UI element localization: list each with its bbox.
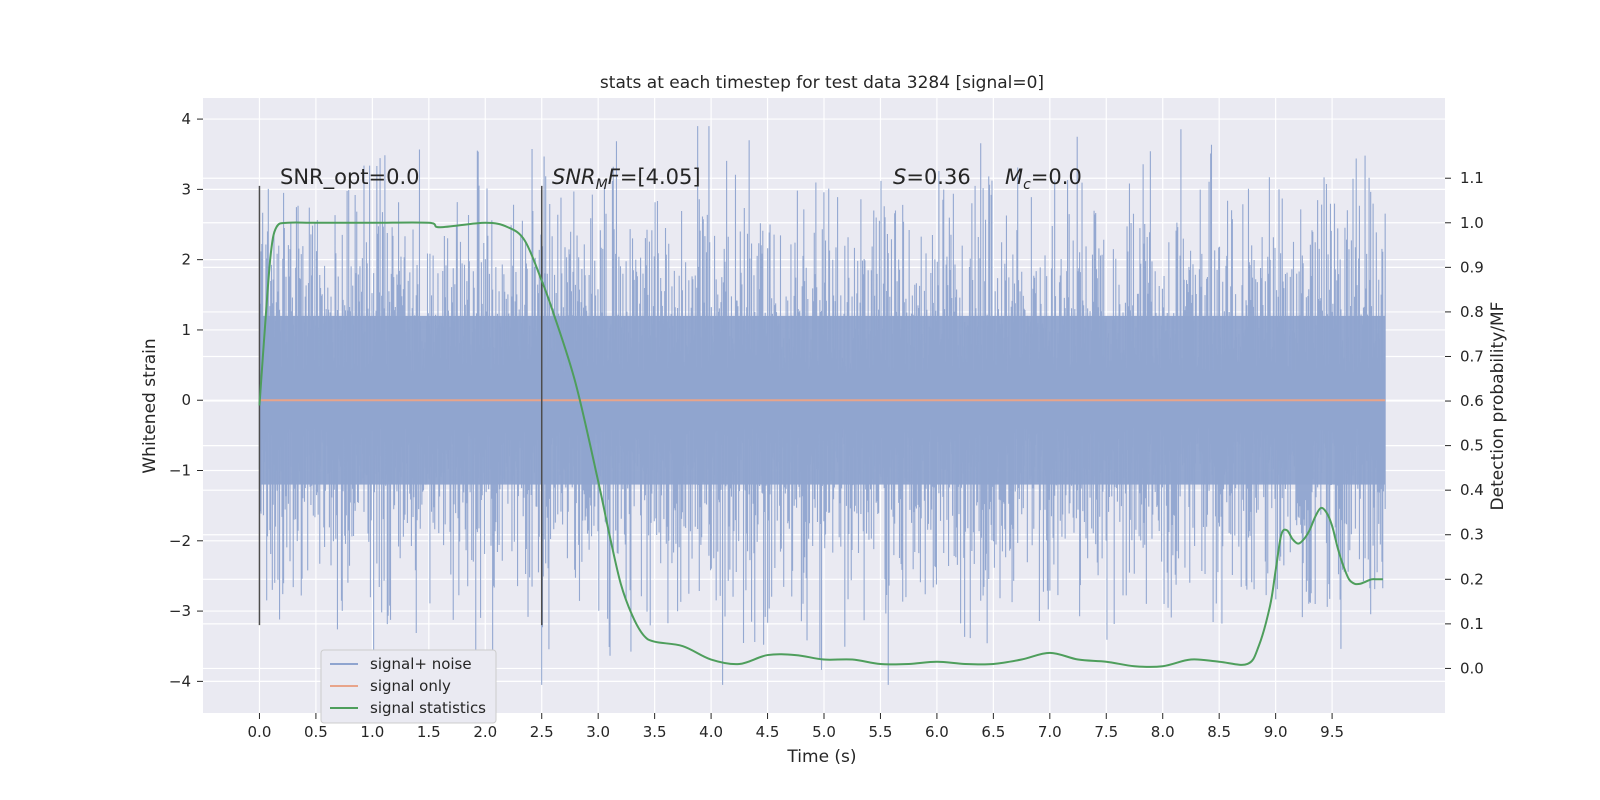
y-tick-label: −1 <box>169 462 191 480</box>
y-axis-ticks: −4 −3 −2 −1 0 1 2 3 4 <box>169 110 203 690</box>
legend-label-signal-only: signal only <box>370 677 451 695</box>
y-tick-label: 2 <box>181 251 191 269</box>
y2-tick-label: 0.3 <box>1460 526 1484 544</box>
y2-tick-label: 0.7 <box>1460 347 1484 365</box>
x-tick-label: 7.0 <box>1038 723 1062 741</box>
y2-tick-label: 0.9 <box>1460 258 1484 276</box>
y-tick-label: 1 <box>181 321 191 339</box>
y2-tick-label: 0.1 <box>1460 615 1484 633</box>
y-axis-label: Whitened strain <box>140 338 160 473</box>
y2-tick-label: 0.4 <box>1460 481 1484 499</box>
x-tick-label: 4.5 <box>756 723 780 741</box>
annotations: SNR_opt=0.0 SNRMF=[4.05] S=0.36 Mc=0.0 <box>280 165 1082 193</box>
y-tick-label: 3 <box>181 180 191 198</box>
x-tick-label: 8.0 <box>1151 723 1175 741</box>
x-tick-label: 3.0 <box>586 723 610 741</box>
signal-statistics-series <box>258 221 1383 668</box>
y-tick-label: 4 <box>181 110 191 128</box>
x-axis-ticks: 0.0 0.5 1.0 1.5 2.0 2.5 3.0 3.5 4.0 4.5 5.0 5.5 6.0 6… <box>248 713 1344 741</box>
legend-box <box>320 649 497 724</box>
y2-tick-label: 0.0 <box>1460 659 1484 677</box>
annotation-snr-mf: SNRMF=[4.05] <box>552 165 701 193</box>
y2-tick-label: 0.5 <box>1460 437 1484 455</box>
y-tick-label: −4 <box>169 672 191 690</box>
x-tick-label: 6.0 <box>925 723 949 741</box>
y2-tick-label: 1.0 <box>1460 214 1484 232</box>
y-tick-label: −2 <box>169 532 191 550</box>
legend: signal+ noise signal only signal statist… <box>320 649 497 724</box>
x-tick-label: 8.5 <box>1207 723 1231 741</box>
y2-tick-label: 0.2 <box>1460 570 1484 588</box>
x-tick-label: 1.0 <box>360 723 384 741</box>
x-tick-label: 2.5 <box>530 723 554 741</box>
legend-label-signal-noise: signal+ noise <box>370 655 472 673</box>
y2-tick-label: 0.6 <box>1460 392 1484 410</box>
y2-tick-label: 1.1 <box>1460 169 1484 187</box>
y2-tick-label: 0.8 <box>1460 303 1484 321</box>
x-tick-label: 6.5 <box>981 723 1005 741</box>
legend-label-signal-statistics: signal statistics <box>370 699 486 717</box>
annotation-snr-opt: SNR_opt=0.0 <box>280 165 420 190</box>
x-tick-label: 3.5 <box>643 723 667 741</box>
x-tick-label: 0.5 <box>304 723 328 741</box>
x-tick-label: 5.5 <box>869 723 893 741</box>
y-tick-label: −3 <box>169 602 191 620</box>
x-tick-label: 5.0 <box>812 723 836 741</box>
annotation-s: S=0.36 <box>893 165 971 189</box>
x-tick-label: 2.0 <box>473 723 497 741</box>
x-tick-label: 0.0 <box>248 723 272 741</box>
x-axis-label: Time (s) <box>786 747 856 767</box>
x-tick-label: 9.0 <box>1264 723 1288 741</box>
chart-title: stats at each timestep for test data 328… <box>600 73 1044 93</box>
y2-axis-ticks: 0.0 0.1 0.2 0.3 0.4 0.5 0.6 0.7 0.8 0.9 1.0 1.1 <box>1445 169 1484 677</box>
x-tick-label: 4.0 <box>699 723 723 741</box>
x-tick-label: 1.5 <box>417 723 441 741</box>
annotation-mc: Mc=0.0 <box>1005 165 1082 193</box>
x-tick-label: 7.5 <box>1094 723 1118 741</box>
signal-statistics-line <box>258 221 1383 668</box>
y2-axis-label: Detection probability/MF <box>1488 302 1508 511</box>
x-tick-label: 9.5 <box>1320 723 1344 741</box>
y-tick-label: 0 <box>181 391 191 409</box>
